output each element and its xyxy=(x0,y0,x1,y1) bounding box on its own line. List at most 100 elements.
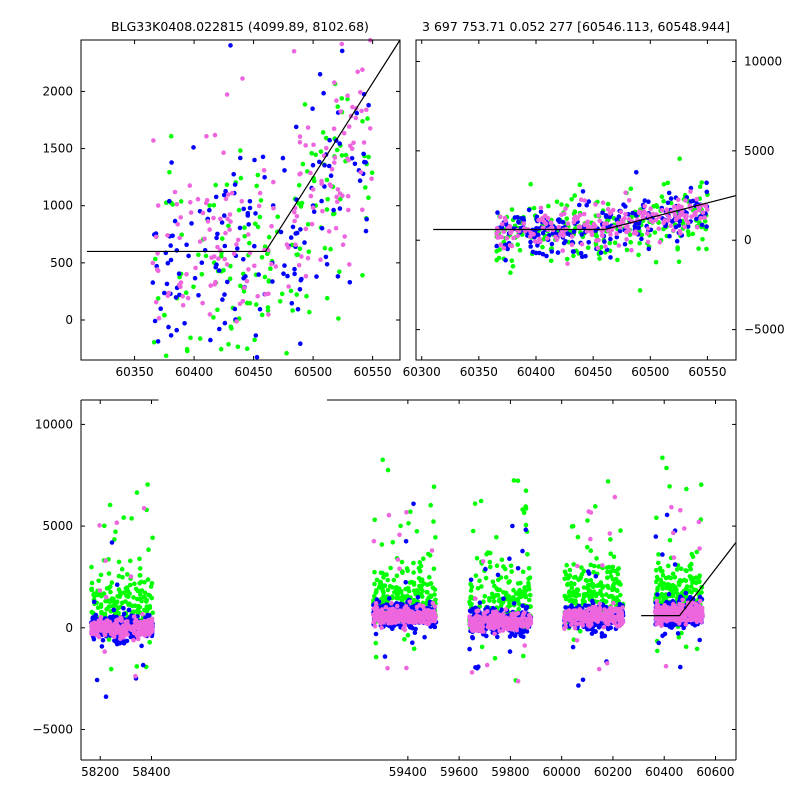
data-point xyxy=(140,612,145,617)
data-point xyxy=(626,216,632,222)
data-point xyxy=(500,618,505,623)
data-point xyxy=(565,221,571,226)
data-point xyxy=(422,619,427,624)
data-point xyxy=(350,104,355,110)
data-point xyxy=(689,575,695,580)
data-point xyxy=(637,209,642,214)
data-point xyxy=(520,507,525,512)
data-point xyxy=(664,512,670,518)
data-point xyxy=(397,532,402,538)
data-point xyxy=(683,578,689,584)
data-point xyxy=(381,575,386,580)
data-point xyxy=(131,637,136,643)
data-point xyxy=(101,591,107,596)
panel-top-left-model xyxy=(86,39,401,253)
data-point xyxy=(284,350,289,356)
data-point xyxy=(188,335,193,341)
data-point xyxy=(528,234,533,239)
data-point xyxy=(480,559,486,564)
data-point xyxy=(698,215,703,221)
data-point xyxy=(626,227,632,233)
data-point xyxy=(294,292,300,297)
data-point xyxy=(591,589,596,595)
data-point xyxy=(326,163,332,169)
data-point xyxy=(571,562,576,567)
data-point xyxy=(620,220,626,225)
x-tick-label: 60450 xyxy=(574,365,612,379)
data-point xyxy=(226,342,231,347)
data-point xyxy=(380,588,386,593)
data-point xyxy=(498,214,503,220)
data-point xyxy=(500,624,506,629)
data-point xyxy=(293,242,298,247)
panel-top-right-x-axis: 60300 60350 60400 60450 60500 60550 xyxy=(403,40,727,379)
data-point xyxy=(496,577,501,583)
data-point xyxy=(134,664,140,669)
data-point xyxy=(124,585,130,590)
data-point xyxy=(677,228,683,234)
data-point xyxy=(497,234,503,240)
data-point xyxy=(580,610,586,615)
data-point xyxy=(523,527,529,532)
data-point xyxy=(608,617,613,622)
data-point xyxy=(363,185,368,190)
x-tick-label: 60550 xyxy=(354,365,392,379)
data-point xyxy=(96,634,102,640)
data-point xyxy=(238,175,244,181)
data-point xyxy=(150,535,155,541)
data-point xyxy=(494,243,500,249)
data-point xyxy=(654,515,659,521)
data-point xyxy=(346,124,352,129)
data-point xyxy=(158,306,163,312)
data-point xyxy=(473,573,479,578)
data-point xyxy=(405,568,411,574)
data-point xyxy=(266,278,272,283)
data-point xyxy=(178,280,184,285)
panel-top-left-x-axis: 60350 60400 60450 60500 60550 xyxy=(115,40,392,379)
data-point xyxy=(569,197,574,202)
data-point xyxy=(625,223,630,229)
data-point xyxy=(302,102,308,107)
y-tick-label: 500 xyxy=(50,256,73,270)
data-point xyxy=(521,615,526,620)
data-point xyxy=(241,289,247,294)
data-point xyxy=(309,221,315,227)
data-point xyxy=(294,252,300,258)
data-point xyxy=(484,662,490,668)
data-point xyxy=(319,226,325,231)
data-point xyxy=(696,246,701,251)
data-point xyxy=(616,243,622,248)
data-point xyxy=(379,542,385,547)
data-point xyxy=(340,242,346,247)
data-point xyxy=(538,209,544,214)
data-point xyxy=(675,245,680,250)
data-point xyxy=(700,236,705,242)
data-point xyxy=(155,268,161,274)
data-point xyxy=(319,198,324,204)
data-point xyxy=(92,593,98,598)
data-point xyxy=(678,664,683,670)
data-point xyxy=(467,608,473,614)
data-point xyxy=(328,246,333,252)
data-point xyxy=(332,80,337,85)
data-point xyxy=(522,610,527,616)
data-point xyxy=(386,614,391,619)
data-point xyxy=(339,41,345,47)
x-tick-label: 60300 xyxy=(403,365,441,379)
data-point xyxy=(372,593,377,599)
data-point xyxy=(528,230,534,236)
data-point xyxy=(543,221,549,226)
data-point xyxy=(151,138,156,143)
data-point xyxy=(661,220,666,226)
data-point xyxy=(672,562,678,567)
data-point xyxy=(540,230,546,236)
data-point xyxy=(363,228,369,234)
data-point xyxy=(231,172,236,177)
data-point xyxy=(588,578,594,583)
data-point xyxy=(516,621,522,626)
data-point xyxy=(593,593,599,599)
panel-top-right-model xyxy=(433,194,737,231)
data-point xyxy=(145,482,150,487)
data-point xyxy=(292,218,297,224)
data-point xyxy=(310,162,316,168)
